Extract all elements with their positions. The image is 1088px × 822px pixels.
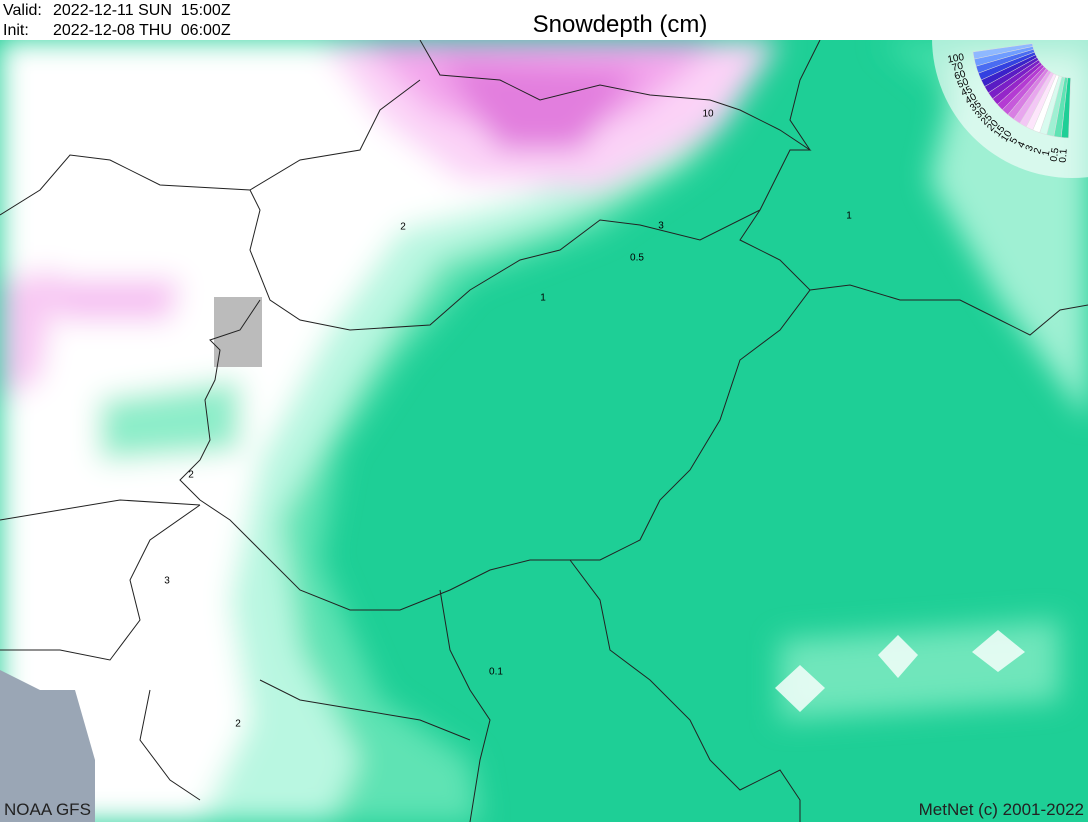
legend-label: 60 <box>953 69 967 83</box>
contour-label: 2 <box>188 470 194 481</box>
legend-swatch <box>1060 77 1071 139</box>
contour-label: 10 <box>702 109 714 120</box>
credit: MetNet (c) 2001-2022 <box>919 800 1084 819</box>
contour-labels: 10 3 0.5 1 2 1 2 3 0.1 2 <box>164 109 852 730</box>
valid-label: Valid: <box>3 2 42 19</box>
legend-label: 45 <box>959 84 974 99</box>
valid-time: 2022-12-11 SUN 15:00Z <box>53 2 231 19</box>
legend-label: 0.1 <box>1058 148 1070 163</box>
legend-label: 5 <box>1008 135 1021 146</box>
legend-label: 3 <box>1024 143 1036 153</box>
legend-label: 4 <box>1016 140 1029 150</box>
contour-label: 3 <box>658 221 664 232</box>
contour-label: 0.5 <box>630 253 644 264</box>
contour-label: 2 <box>235 719 241 730</box>
legend-label: 1 <box>1041 149 1053 157</box>
contour-label: 1 <box>846 211 852 222</box>
map-title: Snowdepth (cm) <box>533 11 708 38</box>
init-label: Init: <box>3 22 29 39</box>
legend-label: 70 <box>951 61 965 75</box>
contour-label: 2 <box>400 222 406 233</box>
legend-label: 100 <box>947 52 966 66</box>
legend-label: 40 <box>963 91 979 106</box>
contour-label: 3 <box>164 576 170 587</box>
contour-label: 1 <box>540 293 546 304</box>
snow-field <box>0 40 1088 822</box>
contour-label: 0.1 <box>489 667 503 678</box>
legend-label: 2 <box>1032 146 1044 155</box>
source: NOAA GFS <box>4 800 91 819</box>
init-time: 2022-12-08 THU 06:00Z <box>53 22 231 39</box>
legend-label: 0.5 <box>1049 147 1062 163</box>
legend-label: 50 <box>956 76 971 91</box>
